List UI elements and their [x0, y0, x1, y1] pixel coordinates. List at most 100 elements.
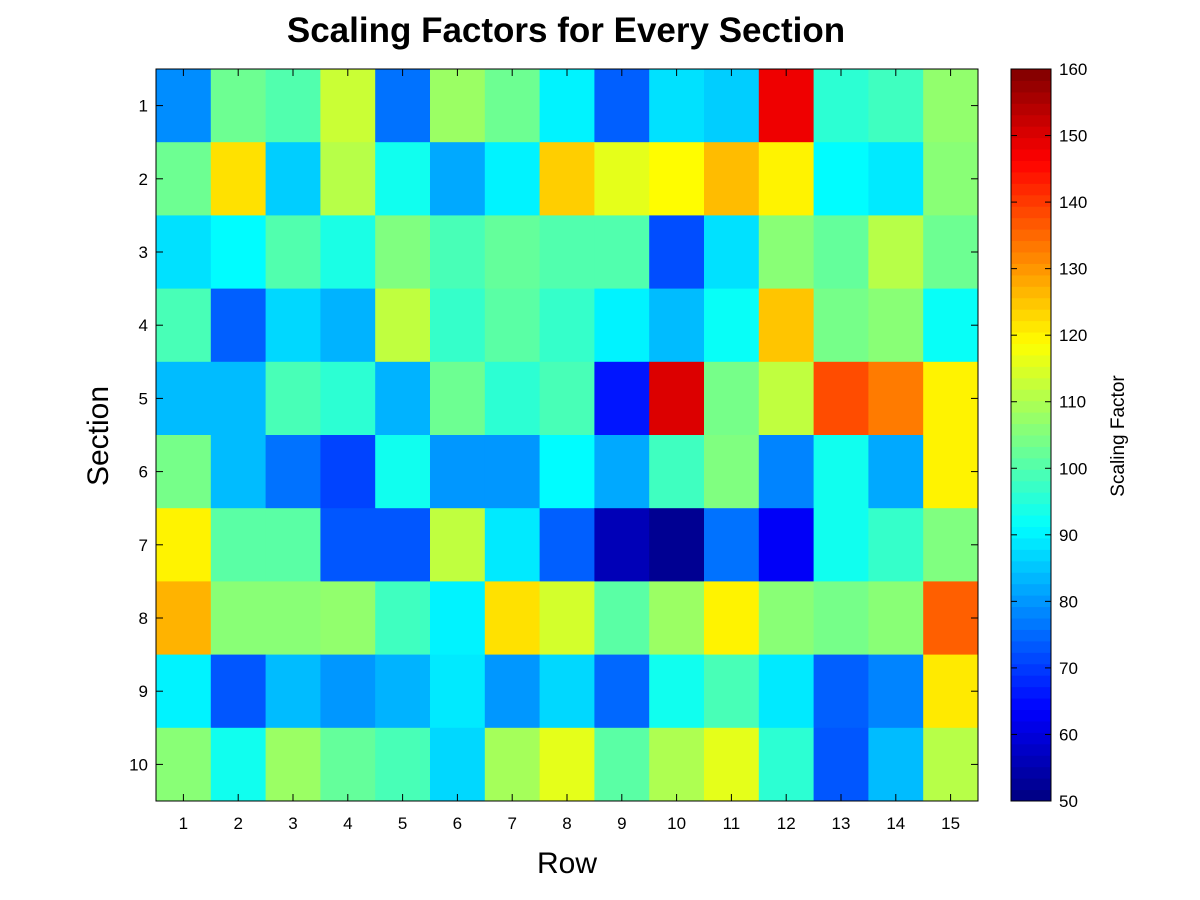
heatmap-cell [484, 69, 541, 143]
x-tick-label: 13 [832, 814, 851, 833]
colorbar-segment [1011, 583, 1051, 596]
colorbar-tick-label: 50 [1059, 792, 1078, 811]
heatmap-cell [758, 581, 815, 656]
heatmap-cell [923, 727, 979, 802]
x-tick-label: 6 [453, 814, 462, 833]
colorbar-segment [1011, 194, 1051, 207]
heatmap-cell [923, 69, 979, 143]
heatmap-cell [923, 361, 979, 436]
heatmap-cell [813, 727, 869, 802]
heatmap-cell [594, 581, 650, 656]
colorbar-segment [1011, 709, 1051, 722]
heatmap-cell [704, 435, 760, 509]
heatmap-cell [868, 581, 924, 656]
colorbar-segment [1011, 103, 1051, 116]
heatmap-cell [156, 215, 212, 290]
colorbar-segment [1011, 503, 1051, 516]
colorbar-segment [1011, 137, 1051, 150]
heatmap-cell [758, 361, 815, 436]
heatmap-cell [320, 288, 376, 363]
colorbar-segment [1011, 663, 1051, 676]
heatmap-cell [210, 142, 267, 216]
y-tick-label: 2 [139, 170, 148, 189]
colorbar-segment [1011, 640, 1051, 653]
colorbar-segment [1011, 309, 1051, 322]
colorbar-segment [1011, 389, 1051, 402]
colorbar-segment [1011, 412, 1051, 425]
x-tick-label: 7 [507, 814, 516, 833]
heatmap-cell [868, 727, 924, 802]
heatmap-cell [156, 727, 212, 802]
heatmap-cell [156, 361, 212, 436]
heatmap-cell [813, 361, 869, 436]
heatmap-cell [868, 288, 924, 363]
heatmap-cell [539, 581, 595, 656]
heatmap-cell [868, 69, 924, 143]
heatmap-cell [868, 215, 924, 290]
heatmap-cell [539, 69, 595, 143]
heatmap-cell [484, 288, 541, 363]
colorbar-segment [1011, 400, 1051, 413]
colorbar-segment [1011, 766, 1051, 779]
heatmap-cell [594, 435, 650, 509]
colorbar-segment [1011, 743, 1051, 756]
colorbar-segment [1011, 377, 1051, 390]
heatmap-cell [210, 508, 267, 582]
colorbar-segment [1011, 91, 1051, 104]
heatmap-cell [649, 288, 705, 363]
heatmap-cell [265, 69, 321, 143]
heatmap-cell [484, 361, 541, 436]
heatmap-cell [704, 69, 760, 143]
heatmap-cell [594, 142, 650, 216]
colorbar-tick-label: 70 [1059, 659, 1078, 678]
colorbar-segment [1011, 423, 1051, 436]
heatmap-cell [758, 654, 815, 729]
heatmap-cell [758, 288, 815, 363]
heatmap-cell [320, 69, 376, 143]
heatmap-cell [813, 654, 869, 729]
y-tick-label: 7 [139, 536, 148, 555]
heatmap-cell [649, 435, 705, 509]
heatmap-cell [539, 727, 595, 802]
colorbar-tick-label: 120 [1059, 326, 1087, 345]
heatmap-cell [156, 654, 212, 729]
heatmap-cell [320, 142, 376, 216]
colorbar-segment [1011, 732, 1051, 745]
heatmap-cell [210, 727, 267, 802]
heatmap-cell [594, 654, 650, 729]
heatmap-cell [923, 142, 979, 216]
heatmap-cell [375, 361, 431, 436]
heatmap-cell [430, 142, 486, 216]
heatmap-cell [923, 508, 979, 582]
heatmap-cell [320, 361, 376, 436]
heatmap-cell [156, 581, 212, 656]
heatmap-cell [156, 508, 212, 582]
heatmap-cell [430, 654, 486, 729]
heatmap-cell [210, 215, 267, 290]
heatmap-cell [758, 215, 815, 290]
colorbar-tick-label: 100 [1059, 459, 1087, 478]
heatmap-cell [210, 288, 267, 363]
colorbar-tick-label: 80 [1059, 592, 1078, 611]
colorbar-segment [1011, 698, 1051, 710]
heatmap-cell [649, 581, 705, 656]
x-tick-label: 4 [343, 814, 352, 833]
heatmap-cell [704, 361, 760, 436]
colorbar-segment [1011, 252, 1051, 264]
heatmap-cell [210, 361, 267, 436]
colorbar-segment [1011, 332, 1051, 344]
colorbar-segment [1011, 618, 1051, 630]
colorbar-segment [1011, 160, 1051, 173]
heatmap-cell [375, 142, 431, 216]
colorbar-segment [1011, 549, 1051, 562]
colorbar-segment [1011, 126, 1051, 139]
colorbar-segment [1011, 183, 1051, 196]
heatmap-cell [430, 69, 486, 143]
heatmap-cell [649, 215, 705, 290]
heatmap-cell [320, 727, 376, 802]
x-tick-labels: 1 2 3 4 5 6 7 8 9 10 11 12 13 14 15 [179, 69, 960, 833]
heatmap-cell [430, 508, 486, 582]
colorbar-tick-label: 130 [1059, 260, 1087, 279]
heatmap-cell [210, 581, 267, 656]
x-tick-label: 1 [179, 814, 188, 833]
